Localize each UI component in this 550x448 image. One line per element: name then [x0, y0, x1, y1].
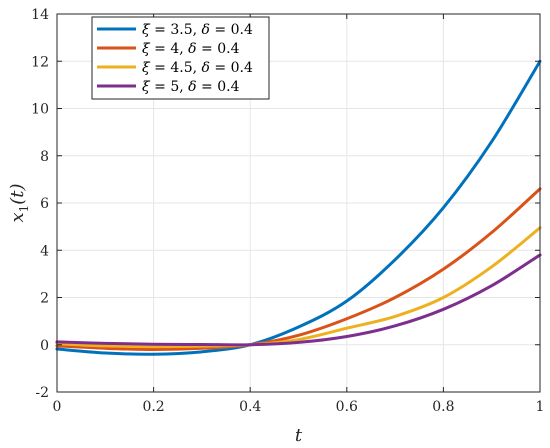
y-tick-label: 0: [40, 338, 49, 354]
y-axis-title-sub: 1: [17, 205, 31, 213]
series-line-3: [55, 226, 542, 349]
y-axis-title-var: x: [7, 212, 28, 222]
y-tick-label: 6: [40, 196, 49, 212]
legend-entry: ξ = 4.5, δ = 0.4: [142, 60, 253, 76]
x-tick-label: 0.4: [239, 399, 261, 415]
legend-entry: ξ = 5, δ = 0.4: [142, 79, 240, 95]
y-tick-label: 10: [31, 102, 49, 118]
y-tick-label: 4: [40, 243, 49, 259]
y-tick-label: 8: [40, 149, 49, 165]
y-axis-title-arg: (t): [7, 183, 28, 204]
series-line-4: [55, 253, 542, 347]
legend-entry: ξ = 3.5, δ = 0.4: [142, 22, 253, 38]
legend: ξ = 3.5, δ = 0.4 ξ = 4, δ = 0.4 ξ = 4.5, δ…: [91, 16, 270, 100]
y-tick-label: 2: [40, 291, 49, 307]
x-tick-label: 0.2: [142, 399, 164, 415]
y-tick-label: -2: [35, 385, 49, 401]
x-tick-label: 0.6: [336, 399, 358, 415]
series-line-1: [55, 59, 542, 356]
series-lines: [55, 59, 542, 356]
x-tick-label: 0: [53, 399, 62, 415]
x-tick-label: 1: [536, 399, 545, 415]
y-tick-label: 14: [31, 7, 49, 23]
x-tick-label: 0.8: [432, 399, 454, 415]
x-axis-title: t: [295, 425, 303, 446]
series-line-2: [55, 187, 542, 351]
y-tick-label: 12: [31, 54, 49, 70]
legend-entry: ξ = 4, δ = 0.4: [142, 41, 240, 57]
y-axis-title: x1(t): [7, 183, 31, 222]
